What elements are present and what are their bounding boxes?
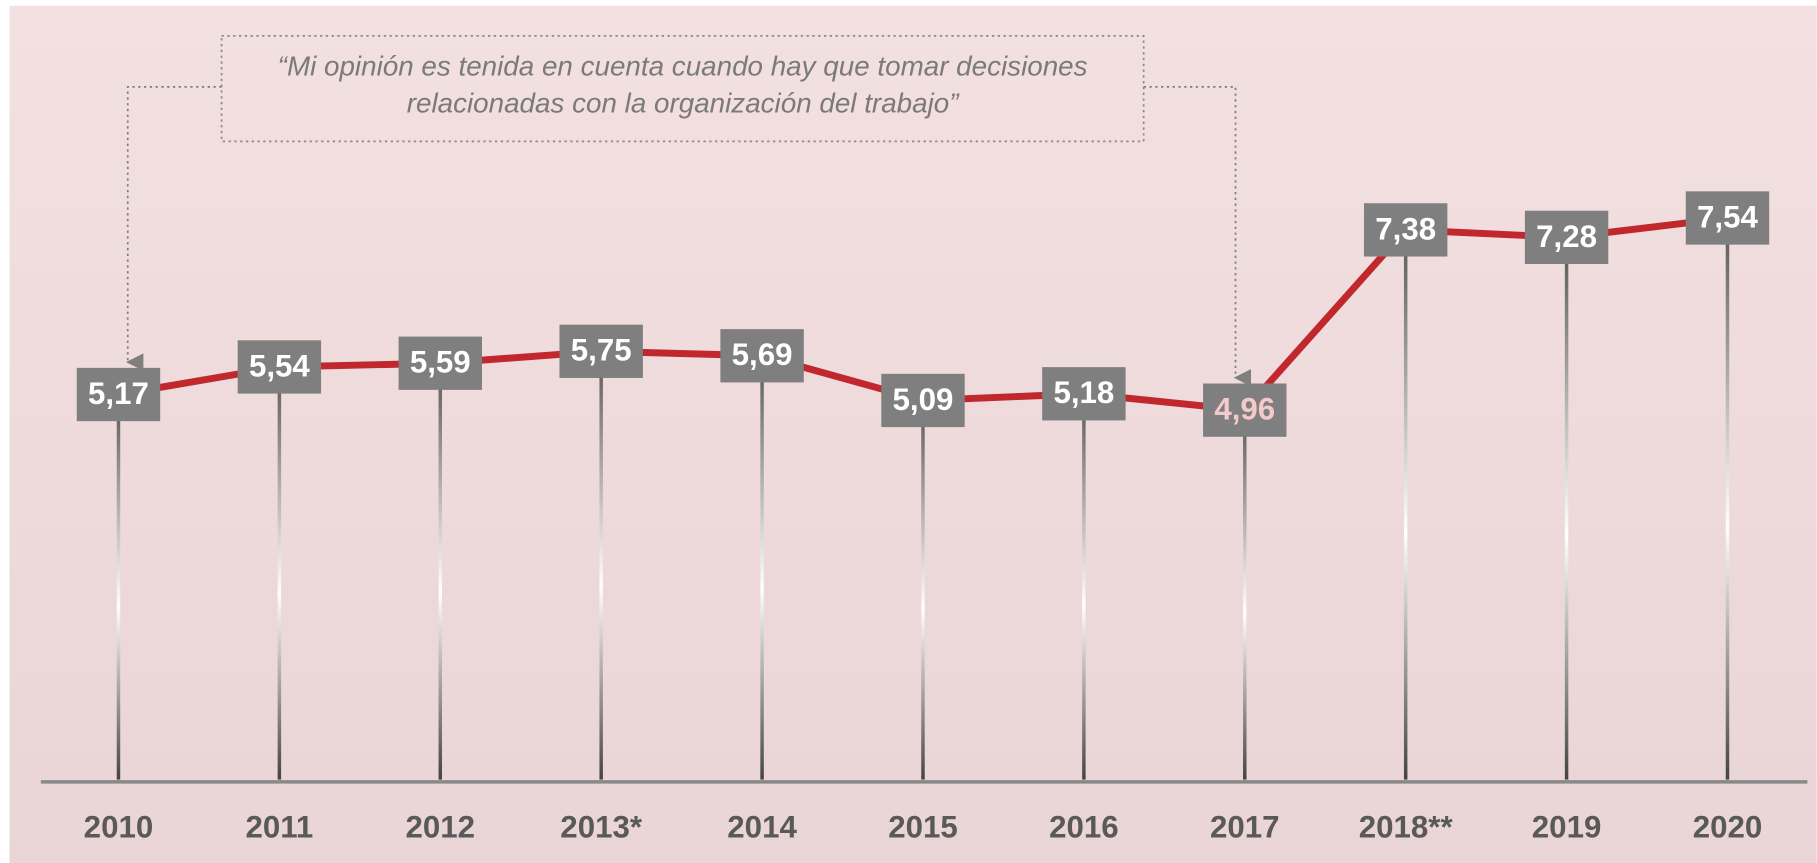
value-label: 5,54	[249, 348, 310, 383]
value-label: 4,96	[1214, 392, 1275, 427]
x-tick-label: 2016	[1049, 810, 1119, 845]
value-label: 5,18	[1053, 375, 1114, 410]
drop-line	[1564, 237, 1569, 780]
value-label: 7,28	[1536, 219, 1597, 254]
drop-line	[1725, 217, 1730, 780]
value-label-box	[1524, 210, 1609, 264]
x-tick-label: 2010	[84, 810, 154, 845]
drop-line	[277, 366, 282, 780]
value-label-box	[398, 336, 482, 390]
drop-line	[760, 355, 764, 780]
drop-line	[1082, 393, 1086, 780]
x-tick-label: 2012	[405, 810, 475, 845]
drop-line	[116, 394, 121, 780]
drop-line	[599, 351, 603, 780]
value-label: 7,38	[1375, 211, 1436, 246]
value-label: 5,75	[571, 333, 632, 368]
x-tick-label: 2014	[727, 810, 797, 845]
value-label-box	[1685, 191, 1770, 245]
value-label-box	[881, 373, 965, 428]
drop-line	[1403, 229, 1408, 780]
value-label-box	[1203, 383, 1287, 437]
value-label: 5,09	[893, 382, 954, 417]
value-label-box	[1363, 203, 1448, 257]
background	[9, 5, 1817, 863]
annotation-wrap: “Mi opinión es tenida en cuenta cuando h…	[277, 50, 1088, 120]
annotation-box	[220, 35, 1145, 143]
annotation-arrow	[1143, 86, 1252, 387]
value-label-box	[76, 367, 161, 422]
value-label: 5,17	[88, 376, 149, 411]
value-label-box	[237, 340, 322, 394]
drop-line	[438, 363, 443, 780]
value-label: 5,69	[732, 337, 793, 372]
drop-line	[921, 400, 925, 780]
x-tick-label: 2013*	[560, 810, 643, 845]
x-tick-label: 2018**	[1359, 810, 1454, 845]
annotation: “Mi opinión es tenida en cuenta cuando h…	[277, 50, 1088, 120]
x-tick-label: 2017	[1210, 810, 1280, 845]
value-label-box	[720, 329, 804, 383]
x-tick-label: 2020	[1693, 810, 1763, 845]
annotation-arrow	[126, 86, 222, 371]
value-label-box	[559, 324, 643, 378]
x-tick-label: 2019	[1532, 810, 1602, 845]
drop-line	[1243, 410, 1247, 780]
value-label-box	[1042, 367, 1126, 421]
value-label: 7,54	[1697, 199, 1758, 234]
x-tick-label: 2015	[888, 810, 958, 845]
value-label: 5,59	[410, 345, 471, 380]
x-tick-label: 2011	[245, 810, 313, 845]
